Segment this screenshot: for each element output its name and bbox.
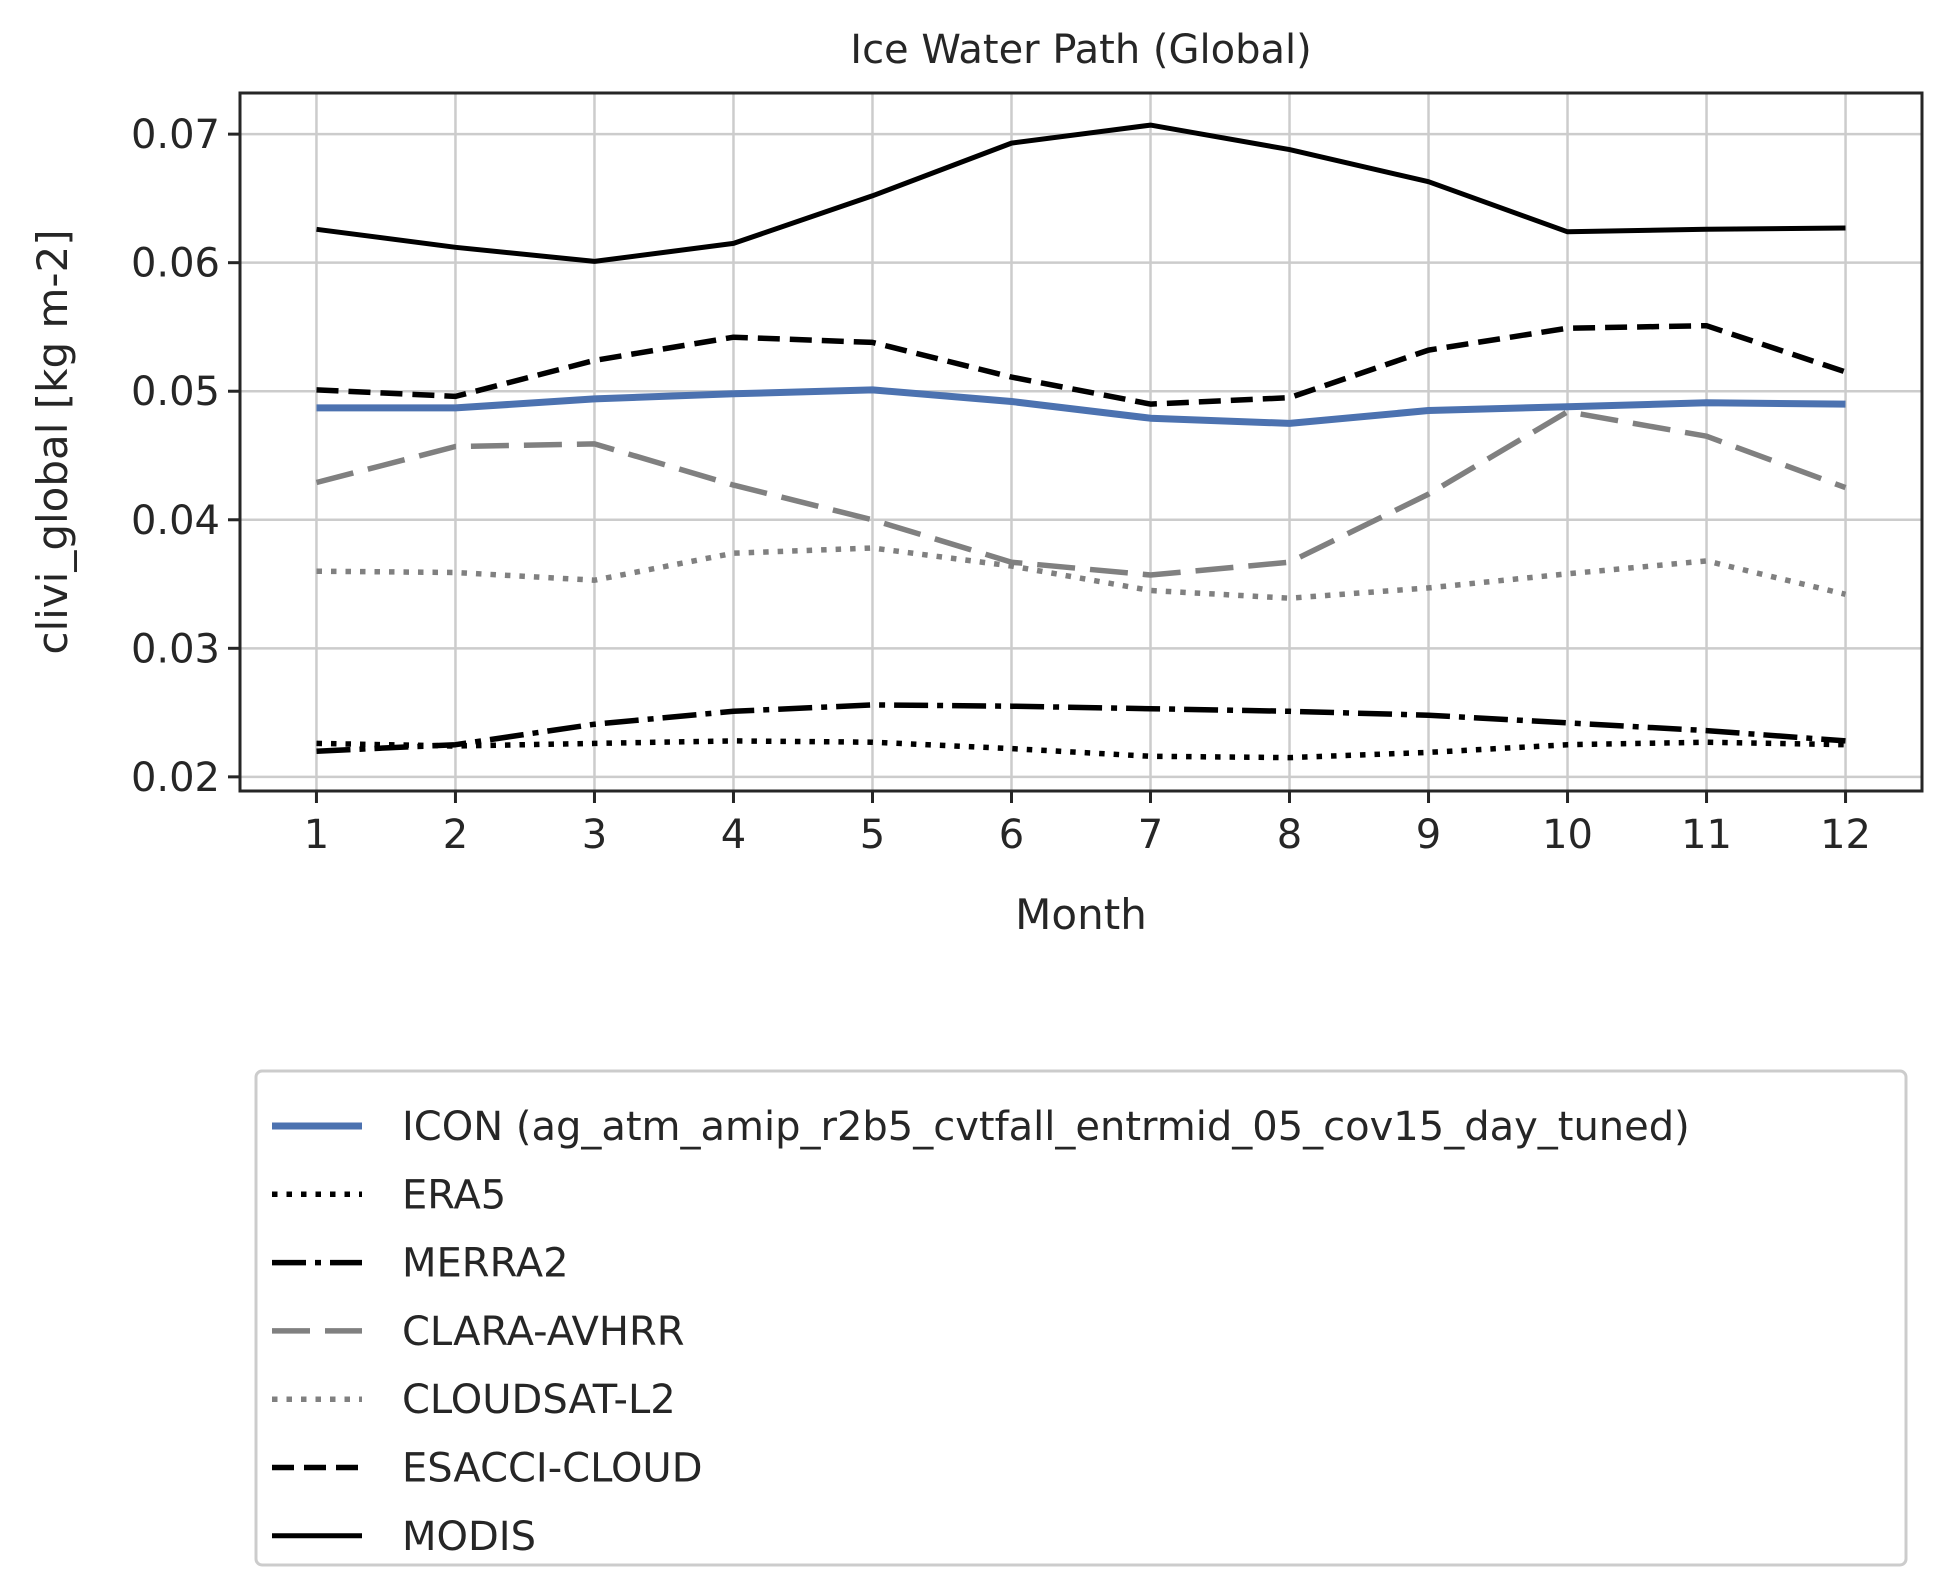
x-tick-label: 6 — [999, 812, 1024, 858]
x-axis-ticks: 1 2 3 4 5 6 7 8 9 10 11 12 — [304, 791, 1871, 858]
legend-entries: ICON (ag_atm_amip_r2b5_cvtfall_entrmid_0… — [272, 1104, 1690, 1560]
series-line-esacci-cloud — [316, 322, 1847, 407]
x-tick-label: 3 — [582, 812, 607, 858]
legend-label: CLARA-AVHRR — [402, 1309, 685, 1355]
y-tick-label: 0.04 — [131, 498, 220, 544]
y-tick-label: 0.02 — [131, 755, 220, 801]
x-tick-label: 11 — [1681, 812, 1732, 858]
legend-label: ICON (ag_atm_amip_r2b5_cvtfall_entrmid_0… — [402, 1104, 1690, 1150]
legend-label: CLOUDSAT-L2 — [402, 1377, 676, 1423]
x-tick-label: 10 — [1542, 812, 1593, 858]
legend-box — [254, 1069, 1908, 1567]
x-tick-label: 12 — [1820, 812, 1871, 858]
y-axis-label: clivi_global [kg m-2] — [28, 229, 77, 654]
legend-label: MODIS — [402, 1514, 536, 1560]
legend-label: ESACCI-CLOUD — [402, 1446, 703, 1492]
legend: ICON (ag_atm_amip_r2b5_cvtfall_entrmid_0… — [254, 1069, 1908, 1567]
y-axis-ticks: 0.02 0.03 0.04 0.05 0.06 0.07 — [131, 112, 240, 801]
series-line-clara-avhrr — [315, 409, 1847, 578]
x-tick-label: 5 — [860, 812, 885, 858]
chart-title: Ice Water Path (Global) — [850, 27, 1311, 73]
series-line-cloudsat-l2 — [316, 545, 1847, 601]
series-line-icon — [316, 386, 1846, 427]
plot-series — [315, 122, 1847, 761]
series-line-merra2 — [316, 702, 1846, 754]
x-tick-label: 9 — [1416, 812, 1441, 858]
x-tick-label: 1 — [304, 812, 329, 858]
y-tick-label: 0.07 — [131, 112, 220, 158]
plot-frame — [238, 91, 1924, 793]
legend-label: ERA5 — [402, 1172, 506, 1218]
series-line-modis — [316, 122, 1846, 264]
x-axis-label: Month — [1015, 890, 1147, 939]
x-tick-label: 4 — [721, 812, 746, 858]
x-tick-label: 8 — [1277, 812, 1302, 858]
y-tick-label: 0.03 — [131, 626, 220, 672]
y-tick-label: 0.05 — [131, 369, 220, 415]
y-tick-label: 0.06 — [131, 241, 220, 287]
x-tick-label: 2 — [443, 812, 468, 858]
grid — [240, 93, 1922, 791]
legend-label: MERRA2 — [402, 1241, 569, 1287]
x-tick-label: 7 — [1138, 812, 1163, 858]
